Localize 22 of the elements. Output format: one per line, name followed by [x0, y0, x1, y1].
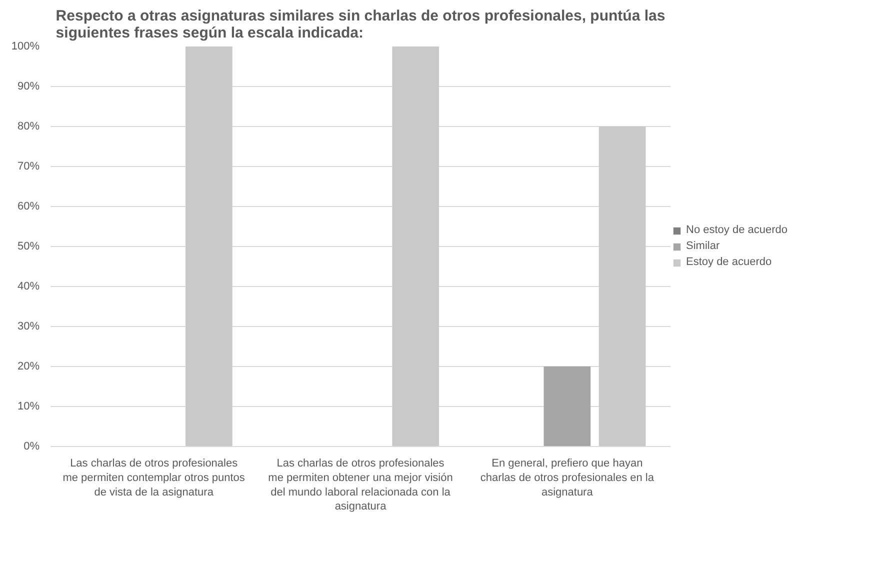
- y-tick-label: 80%: [17, 120, 40, 132]
- y-tick-label: 50%: [17, 240, 40, 252]
- y-tick-label: 10%: [17, 400, 40, 412]
- y-tick-label: 20%: [17, 360, 40, 372]
- y-tick-label: 90%: [17, 80, 40, 92]
- legend-label: Estoy de acuerdo: [686, 256, 772, 268]
- bar: [544, 366, 591, 446]
- y-tick-label: 30%: [17, 320, 40, 332]
- y-tick-label: 60%: [17, 200, 40, 212]
- y-tick-label: 0%: [24, 440, 40, 452]
- legend-label: Similar: [686, 240, 720, 252]
- chart-title: Respecto a otras asignaturas similares sin charlas de otros profesionales, puntúa las siguientes frases según la escala indicada:: [56, 8, 666, 42]
- x-tick-label: Las charlas de otros profesionales me permiten obtener una mejor visión del mundo laboral relacionada con la asignatura: [268, 458, 453, 513]
- legend-label: No estoy de acuerdo: [686, 224, 788, 236]
- y-tick-label: 40%: [17, 280, 40, 292]
- y-tick-label: 100%: [11, 40, 40, 52]
- bar: [392, 46, 440, 446]
- y-tick-label: 70%: [17, 160, 40, 172]
- bar: [598, 126, 646, 446]
- x-tick-label: Las charlas de otros profesionales me permiten contemplar otros puntos de vista de la asignatura: [62, 458, 246, 498]
- x-tick-label: En general, prefiero que hayan charlas de otros profesionales en la asignatura: [480, 458, 655, 498]
- bar: [186, 46, 232, 446]
